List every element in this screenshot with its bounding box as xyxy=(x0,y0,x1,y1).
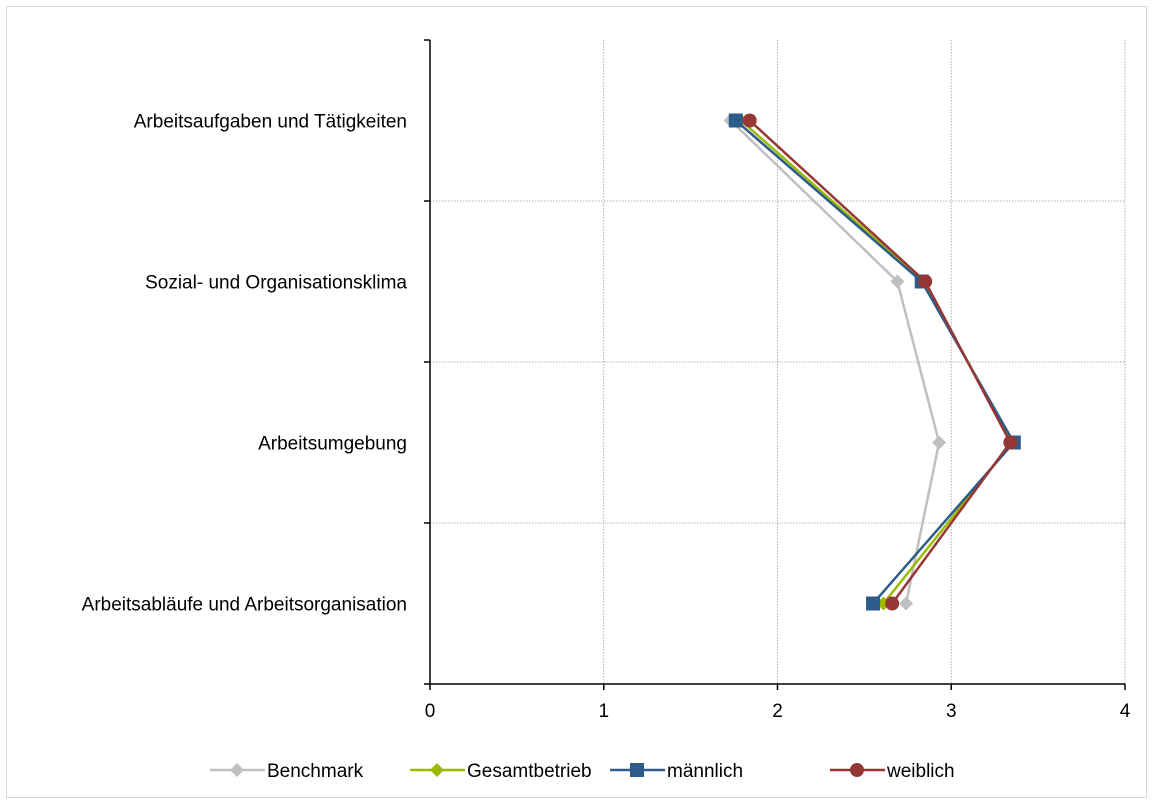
series-line xyxy=(729,119,941,604)
data-point xyxy=(1003,435,1018,450)
chart-frame xyxy=(6,6,1147,798)
data-point xyxy=(918,274,933,289)
series-line xyxy=(748,119,1012,605)
category-label: Sozial- und Organisationsklima xyxy=(145,273,407,294)
legend-marker xyxy=(850,763,864,777)
labels: 0 1 2 3 4 Arbeitsaufgaben und Tätigkeiten Sozi… xyxy=(82,112,1131,723)
legend-marker xyxy=(630,763,644,777)
legend-label: Benchmark xyxy=(267,761,364,782)
data-point xyxy=(890,274,905,289)
legend-item: weiblich xyxy=(830,761,955,782)
legend-item: Benchmark xyxy=(210,761,364,782)
series-0 xyxy=(723,113,947,611)
x-tick-label: 4 xyxy=(1120,701,1131,722)
legend-label: männlich xyxy=(667,761,743,782)
category-label: Arbeitsumgebung xyxy=(258,434,407,455)
legend-label: weiblich xyxy=(886,761,955,782)
grid xyxy=(430,40,1126,684)
axes xyxy=(424,39,1126,690)
series-3 xyxy=(742,113,1018,611)
legend-item: Gesamtbetrieb xyxy=(410,761,592,782)
legend-label: Gesamtbetrieb xyxy=(467,761,592,782)
x-tick-label: 3 xyxy=(946,701,957,722)
data-point xyxy=(885,596,900,611)
data-point xyxy=(899,596,914,611)
x-tick-label: 0 xyxy=(425,701,436,722)
legend: Benchmark Gesamtbetrieb männlich weiblich xyxy=(210,761,955,782)
series xyxy=(723,113,1021,611)
data-point xyxy=(866,596,881,611)
data-point xyxy=(728,113,743,128)
category-label: Arbeitsaufgaben und Tätigkeiten xyxy=(134,112,407,133)
category-label: Arbeitsabläufe und Arbeitsorganisation xyxy=(82,595,407,616)
data-point xyxy=(932,435,947,450)
legend-item: männlich xyxy=(610,761,743,782)
data-point xyxy=(742,113,757,128)
legend-marker xyxy=(230,763,244,777)
x-tick-label: 2 xyxy=(772,701,783,722)
legend-marker xyxy=(430,763,444,777)
x-tick-label: 1 xyxy=(598,701,609,722)
